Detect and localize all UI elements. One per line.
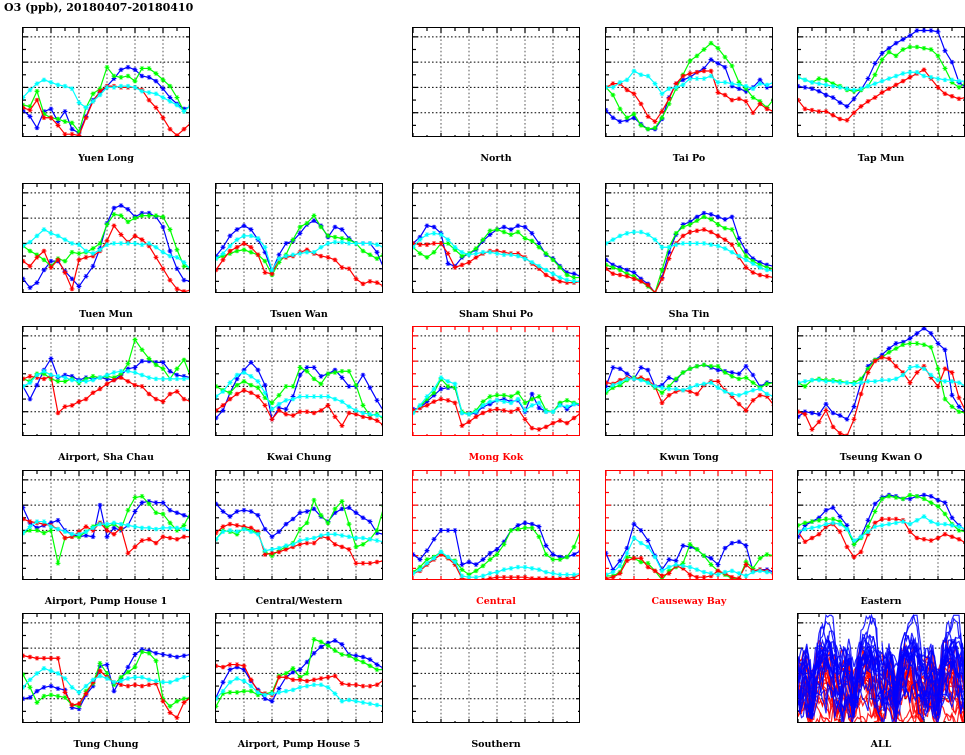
panel-title: Eastern [860, 596, 902, 607]
series-red [798, 516, 964, 560]
panel-title: Airport, Pump House 5 [237, 739, 361, 750]
series-cyan [413, 375, 579, 417]
plot-area: 12141618104812162024 [605, 27, 773, 137]
panel-title: Tsuen Wan [270, 309, 328, 320]
plot-area: 12141618104812162024 [215, 326, 383, 436]
plot-area: 12141618104812162024 [215, 470, 383, 580]
series-red [606, 555, 772, 579]
panel-title: Central [476, 596, 516, 607]
series-cyan [216, 676, 382, 708]
panel-title: Mong Kok [468, 452, 524, 463]
series-cyan [413, 549, 579, 579]
series-cyan [606, 229, 772, 273]
panel-title: Tseung Kwan O [839, 452, 923, 463]
series-green [216, 365, 382, 420]
series-green [23, 649, 189, 709]
series-green [798, 492, 964, 547]
panel-title: North [480, 153, 512, 164]
panel-title: Tap Mun [857, 153, 905, 164]
panel-title: Causeway Bay [651, 596, 727, 607]
plot-area: 12141618104812162024 [412, 326, 580, 436]
series-red [606, 227, 772, 292]
plot-area: 12141618104812162024 [605, 470, 773, 580]
series-cyan [23, 227, 189, 271]
series-red [216, 662, 382, 698]
series-blue [798, 28, 964, 109]
series-cyan [23, 519, 189, 537]
series-green [216, 497, 382, 559]
panel-title: Tuen Mun [79, 309, 133, 320]
plot-area: 12141618104812162024 [605, 326, 773, 436]
series-green [606, 40, 772, 132]
series-red [798, 67, 964, 123]
series-red [413, 552, 579, 579]
plot-area: 12141618104812162024 [605, 183, 773, 293]
series-cyan [606, 68, 772, 97]
panel-title: Southern [471, 739, 521, 750]
plot-area: 12141618104812162024 [412, 183, 580, 293]
plot-area: 12141618104812162024 [22, 183, 190, 293]
plot-area: 12141618104812162024 [215, 183, 383, 293]
series-cyan [798, 69, 964, 93]
panel-title: Central/Western [255, 596, 343, 607]
series-red [413, 396, 579, 432]
plot-area: 12141618104812162024 [412, 27, 580, 137]
plot-area: 12141618104812162024 [412, 613, 580, 723]
series-red [606, 68, 772, 124]
plot-area: 12141618104812162024 [22, 470, 190, 580]
series-blue [606, 57, 772, 132]
series-cyan [798, 363, 964, 388]
series-green [216, 636, 382, 709]
panel-title: Sham Shui Po [458, 309, 534, 320]
plot-area: 12141618104812162024 [412, 470, 580, 580]
panel-title: Sha Tin [668, 309, 710, 320]
series-blue [798, 327, 964, 422]
series-blue [606, 210, 772, 292]
series-cyan [216, 526, 382, 554]
plot-area: 12141618104812162024 [215, 613, 383, 723]
plot-area: 12141618104812162024 [22, 27, 190, 137]
panel-title: Yuen Long [78, 153, 134, 164]
panel-title: Airport, Pump House 1 [44, 596, 168, 607]
series-cyan [216, 370, 382, 418]
series-red [216, 387, 382, 428]
series-red [23, 83, 189, 136]
series-red [23, 373, 189, 416]
series-red [23, 223, 189, 292]
panel-title: Tai Po [672, 153, 706, 164]
plot-area-all: 121416181-72-48-24024 [797, 613, 965, 723]
plot-area: 12141618104812162024 [797, 27, 965, 137]
series-blue [216, 638, 382, 704]
plot-area: 12141618104812162024 [797, 326, 965, 436]
plot-area: 12141618104812162024 [797, 470, 965, 580]
series-cyan [23, 665, 189, 695]
panel-title: Tung Chung [73, 739, 139, 750]
series-cyan [606, 376, 772, 398]
series-red [216, 241, 382, 288]
series-cyan [413, 230, 579, 284]
series-cyan [606, 535, 772, 579]
series-red [413, 241, 579, 285]
plot-area: 12141618104812162024 [22, 613, 190, 723]
panel-title: Kwai Chung [266, 452, 332, 463]
panel-title: ALL [870, 739, 892, 750]
series-cyan [23, 77, 189, 114]
series-cyan [23, 368, 189, 389]
panel-title: Kwun Tong [659, 452, 719, 463]
series-green [606, 362, 772, 396]
series-blue [23, 203, 189, 291]
series-red [216, 521, 382, 566]
series-red [798, 354, 964, 435]
series-cyan [216, 233, 382, 273]
series-cyan [798, 514, 964, 543]
series-blue [23, 647, 189, 712]
plot-area: 12141618104812162024 [22, 326, 190, 436]
page-title: O3 (ppb), 20180407-20180410 [4, 1, 194, 14]
panel-title: Airport, Sha Chau [58, 452, 154, 463]
